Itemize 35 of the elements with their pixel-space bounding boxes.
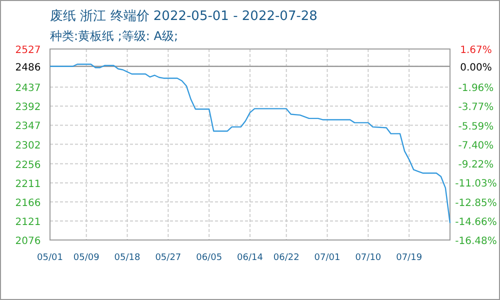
y-tick-label: 2302 bbox=[15, 140, 41, 152]
x-tick-label: 06/05 bbox=[196, 253, 222, 263]
x-tick-label: 06/14 bbox=[237, 253, 264, 263]
x-tick-label: 06/22 bbox=[273, 253, 300, 263]
y-tick-label: 2166 bbox=[15, 198, 41, 209]
x-tick-label: 05/27 bbox=[155, 253, 182, 263]
y-tick-label: 2121 bbox=[15, 216, 41, 228]
y-tick-label: 2076 bbox=[15, 236, 41, 247]
y2-tick-label: -11.03% bbox=[455, 178, 497, 190]
y-tick-label: 2437 bbox=[15, 83, 41, 94]
chart-title: 废纸 浙江 终端价 2022-05-01 - 2022-07-28 bbox=[50, 9, 318, 24]
y2-tick-label: -14.66% bbox=[455, 216, 497, 228]
y2-tick-label: -3.77% bbox=[458, 102, 494, 114]
x-tick-label: 07/19 bbox=[396, 253, 422, 263]
x-tick-label: 07/10 bbox=[355, 253, 382, 263]
x-tick-label: 05/09 bbox=[73, 253, 100, 263]
chart-subtitle: 种类:黄板纸 ;等级: A级; bbox=[50, 29, 178, 43]
x-tick-label: 05/18 bbox=[114, 253, 141, 263]
y-tick-label: 2211 bbox=[15, 178, 41, 190]
y2-tick-label: 0.00% bbox=[460, 62, 492, 74]
x-tick-label: 05/01 bbox=[37, 253, 63, 263]
y2-tick-label: -1.96% bbox=[458, 83, 494, 94]
y2-tick-label: 1.67% bbox=[460, 45, 492, 56]
y2-tick-label: -16.48% bbox=[455, 236, 497, 247]
y2-tick-label: -9.22% bbox=[458, 160, 494, 171]
y2-tick-label: -7.40% bbox=[458, 140, 494, 152]
y2-tick-label: -12.85% bbox=[455, 198, 497, 209]
y-tick-label: 2527 bbox=[15, 45, 41, 56]
line-series bbox=[49, 64, 451, 224]
y2-tick-label: -5.59% bbox=[458, 121, 494, 132]
y-tick-label: 2347 bbox=[15, 121, 41, 132]
y-tick-label: 2392 bbox=[15, 102, 41, 114]
y-tick-label: 2256 bbox=[15, 160, 41, 171]
x-tick-label: 07/01 bbox=[314, 253, 340, 263]
y-tick-label: 2486 bbox=[15, 62, 41, 74]
